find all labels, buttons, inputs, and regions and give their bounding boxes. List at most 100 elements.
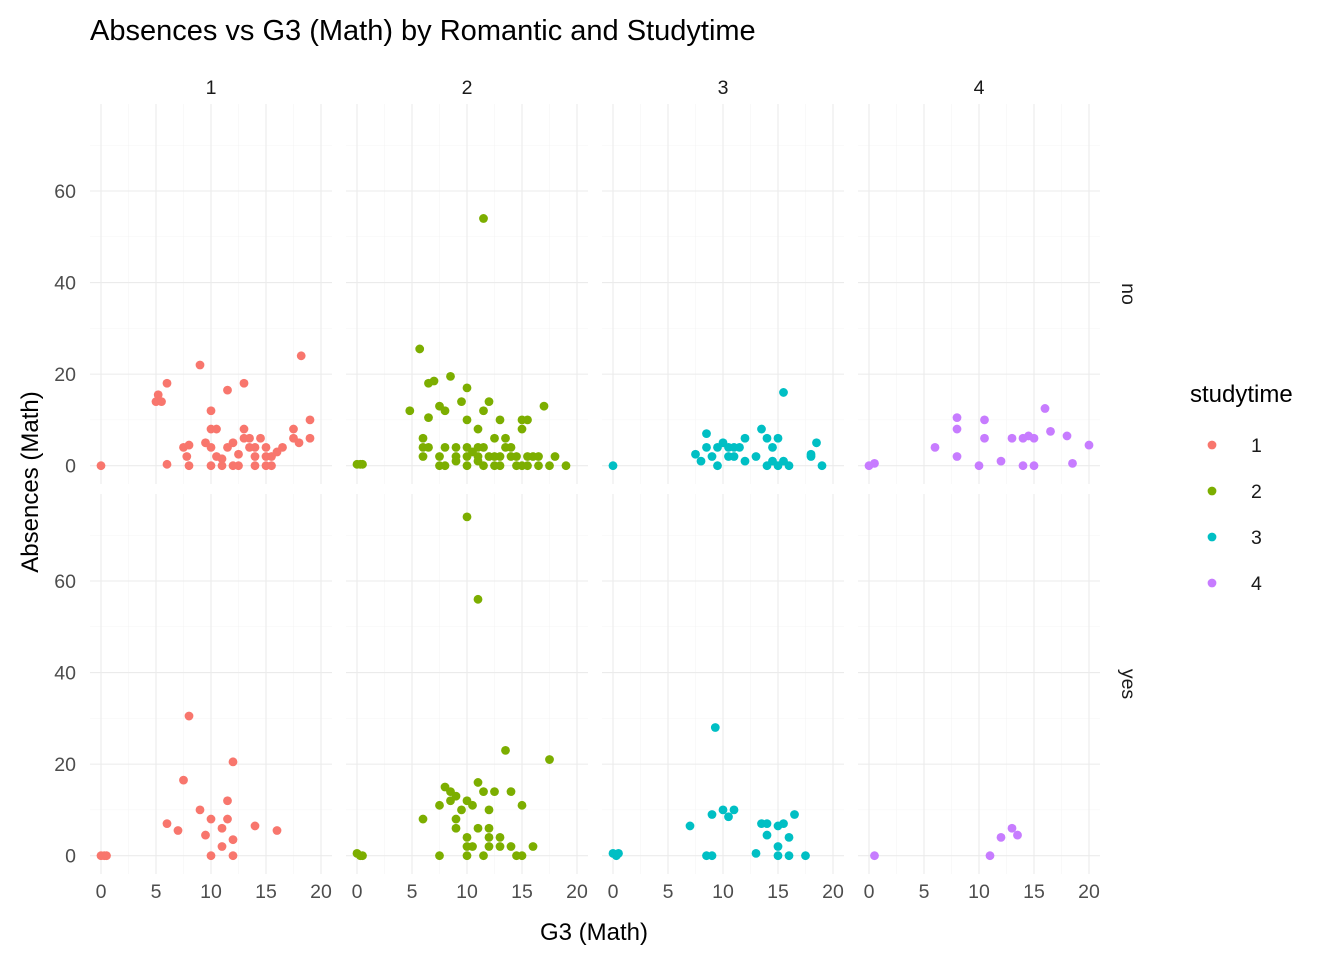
x-tick-label: 10 — [968, 881, 990, 903]
data-point — [157, 397, 166, 406]
data-point — [512, 452, 521, 461]
y-tick-label: 0 — [65, 846, 76, 868]
data-point — [479, 851, 488, 861]
legend: 1 2 3 4 — [1207, 435, 1262, 595]
data-point — [228, 835, 238, 845]
data-point — [1013, 830, 1022, 840]
x-tick-label: 5 — [663, 881, 674, 903]
data-point — [212, 424, 221, 434]
data-point — [707, 452, 717, 461]
data-point — [1007, 823, 1017, 833]
data-point — [102, 851, 111, 861]
data-point — [405, 406, 415, 416]
data-point — [495, 452, 505, 461]
data-point — [501, 745, 510, 755]
data-point — [184, 711, 194, 721]
axis-ticks: 0 5 10 15 20 0 5 10 15 20 0 5 10 15 20 0 5 10 15 20 0 20 40 60 0… — [54, 181, 1100, 903]
legend-key — [1207, 486, 1217, 496]
x-tick-label: 15 — [255, 881, 277, 903]
data-point — [415, 344, 425, 354]
panel-yes-4 — [858, 494, 1100, 874]
data-point — [451, 791, 461, 801]
data-point — [528, 842, 538, 851]
data-point — [173, 826, 183, 835]
data-point — [784, 832, 794, 842]
data-point — [440, 442, 450, 452]
data-point — [462, 851, 472, 861]
data-point — [501, 433, 510, 443]
points-yes-1 — [96, 711, 282, 861]
data-point — [561, 461, 571, 471]
data-point — [479, 406, 488, 416]
data-point — [724, 812, 733, 822]
data-point — [435, 851, 444, 861]
data-point — [773, 851, 783, 861]
data-point — [462, 383, 472, 393]
data-point — [762, 830, 772, 840]
data-point — [751, 848, 761, 858]
data-point — [294, 438, 304, 448]
data-point — [479, 461, 488, 471]
data-point — [974, 461, 984, 471]
data-point — [768, 442, 777, 452]
points-no-3 — [608, 388, 827, 471]
points-no-4 — [864, 404, 1094, 471]
data-point — [484, 823, 494, 833]
data-point — [296, 351, 306, 361]
data-point — [206, 406, 216, 416]
data-point — [985, 851, 995, 861]
x-tick-label: 0 — [352, 881, 363, 903]
facet-col-label: 2 — [462, 77, 473, 99]
data-point — [429, 376, 439, 386]
data-point — [440, 461, 450, 471]
data-point — [713, 461, 722, 471]
data-point — [261, 442, 271, 452]
data-point — [418, 433, 428, 443]
data-point — [484, 805, 494, 815]
data-point — [358, 851, 367, 861]
data-point — [523, 415, 532, 425]
legend-label: 4 — [1251, 573, 1262, 595]
data-point — [217, 842, 227, 851]
legend-key — [1207, 440, 1217, 450]
data-point — [762, 433, 772, 443]
data-point — [517, 800, 527, 810]
legend-entry: 4 — [1207, 573, 1262, 595]
data-point — [250, 461, 260, 471]
data-point — [539, 401, 549, 411]
data-point — [735, 442, 744, 452]
x-tick-label: 5 — [407, 881, 418, 903]
y-axis-title: Absences (Math) — [17, 391, 44, 572]
data-point — [451, 823, 461, 833]
data-point — [162, 459, 172, 469]
data-point — [980, 415, 989, 425]
data-point — [523, 461, 532, 471]
x-tick-label: 10 — [712, 881, 734, 903]
data-point — [223, 814, 232, 824]
data-point — [473, 424, 483, 434]
data-point — [305, 415, 315, 425]
x-tick-label: 5 — [151, 881, 162, 903]
data-point — [870, 851, 879, 861]
data-point — [1018, 461, 1028, 471]
data-point — [1040, 404, 1050, 413]
y-tick-label: 60 — [54, 571, 76, 593]
panel-no-4 — [858, 104, 1100, 484]
data-point — [534, 461, 543, 471]
data-point — [614, 848, 623, 858]
data-point — [250, 821, 260, 831]
data-point — [418, 814, 428, 824]
data-point — [424, 442, 433, 452]
data-point — [206, 851, 216, 861]
data-point — [784, 851, 794, 861]
data-point — [1084, 440, 1094, 450]
data-point — [751, 452, 761, 461]
x-tick-label: 20 — [566, 881, 588, 903]
data-point — [462, 461, 472, 471]
data-point — [729, 452, 739, 461]
data-point — [418, 452, 428, 461]
data-point — [1062, 431, 1072, 441]
x-tick-label: 20 — [822, 881, 844, 903]
data-point — [506, 442, 516, 452]
data-point — [223, 385, 232, 395]
